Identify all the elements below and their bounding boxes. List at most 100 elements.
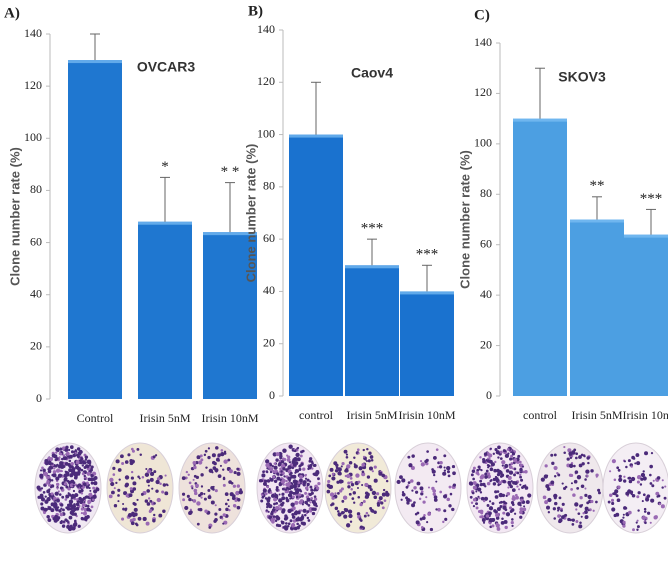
colony xyxy=(516,485,519,488)
colony xyxy=(359,525,364,529)
colony xyxy=(276,476,281,481)
colony xyxy=(427,512,432,516)
colony xyxy=(128,493,133,498)
colony xyxy=(223,459,228,464)
colony xyxy=(381,473,386,478)
colony xyxy=(421,516,426,520)
colony xyxy=(236,467,240,471)
colony xyxy=(121,517,125,521)
colony xyxy=(146,479,151,484)
colony xyxy=(579,504,583,508)
colony xyxy=(76,500,80,503)
colony xyxy=(274,519,278,523)
colony xyxy=(88,486,91,490)
colony xyxy=(204,509,208,513)
colony xyxy=(437,461,441,465)
colony xyxy=(590,499,594,504)
colony xyxy=(139,453,143,456)
colony xyxy=(220,451,225,457)
colony xyxy=(275,452,280,457)
colony xyxy=(122,507,125,511)
colony xyxy=(308,480,312,483)
colony xyxy=(80,511,84,515)
colony xyxy=(289,497,292,500)
colony xyxy=(367,484,372,489)
colony xyxy=(47,468,50,471)
colony xyxy=(80,489,84,493)
colony xyxy=(289,485,294,490)
colony xyxy=(207,488,211,492)
colony xyxy=(214,489,218,493)
colony xyxy=(64,518,68,522)
colony xyxy=(301,503,304,506)
colony xyxy=(411,454,415,458)
colony xyxy=(41,466,44,470)
colony xyxy=(628,479,633,484)
colony xyxy=(550,453,554,457)
colony xyxy=(630,465,633,468)
colony xyxy=(511,503,515,507)
colony xyxy=(361,463,366,467)
colony xyxy=(44,499,49,504)
colony xyxy=(77,524,81,528)
colony xyxy=(492,477,497,482)
colony xyxy=(281,463,286,469)
colony xyxy=(222,483,226,487)
colony xyxy=(356,448,360,452)
colony xyxy=(265,459,270,464)
colony xyxy=(485,514,490,518)
colony xyxy=(307,467,310,471)
colony xyxy=(420,490,424,493)
colony xyxy=(137,516,142,521)
colony xyxy=(80,468,84,472)
colony xyxy=(501,460,506,465)
colony xyxy=(267,510,270,513)
colony xyxy=(193,465,197,470)
colony xyxy=(631,493,636,498)
colony xyxy=(635,453,640,457)
colony xyxy=(370,458,374,462)
colony xyxy=(80,484,83,488)
colony xyxy=(629,490,634,495)
colony xyxy=(59,447,63,451)
colony xyxy=(309,501,312,504)
colony xyxy=(300,509,303,512)
colony xyxy=(279,454,283,458)
colony xyxy=(501,464,504,467)
colony xyxy=(266,502,269,506)
colony xyxy=(236,497,241,502)
colony xyxy=(142,516,147,521)
colony xyxy=(660,504,665,509)
colony xyxy=(557,509,560,512)
colony xyxy=(280,460,285,464)
colony xyxy=(56,498,60,503)
colony xyxy=(385,479,389,483)
significance: *** xyxy=(640,191,663,207)
bar-cap xyxy=(203,232,257,236)
colony xyxy=(306,516,310,520)
colony xyxy=(68,499,74,504)
colony xyxy=(426,450,429,453)
colony xyxy=(225,507,229,512)
colony xyxy=(576,487,580,490)
colony xyxy=(60,470,63,473)
colony xyxy=(304,513,307,517)
colony xyxy=(198,494,202,497)
colony xyxy=(519,507,524,512)
colony xyxy=(313,489,316,492)
colony xyxy=(478,497,481,500)
colony xyxy=(238,489,243,495)
colony xyxy=(184,505,189,511)
colony xyxy=(524,484,527,487)
colony xyxy=(185,470,189,474)
colony xyxy=(50,479,54,482)
colony xyxy=(371,470,374,473)
colony xyxy=(571,518,575,522)
colony xyxy=(407,455,411,459)
colony xyxy=(504,525,508,530)
colony xyxy=(152,519,156,523)
colony xyxy=(510,454,514,458)
colony xyxy=(154,454,158,457)
colony xyxy=(228,480,232,484)
